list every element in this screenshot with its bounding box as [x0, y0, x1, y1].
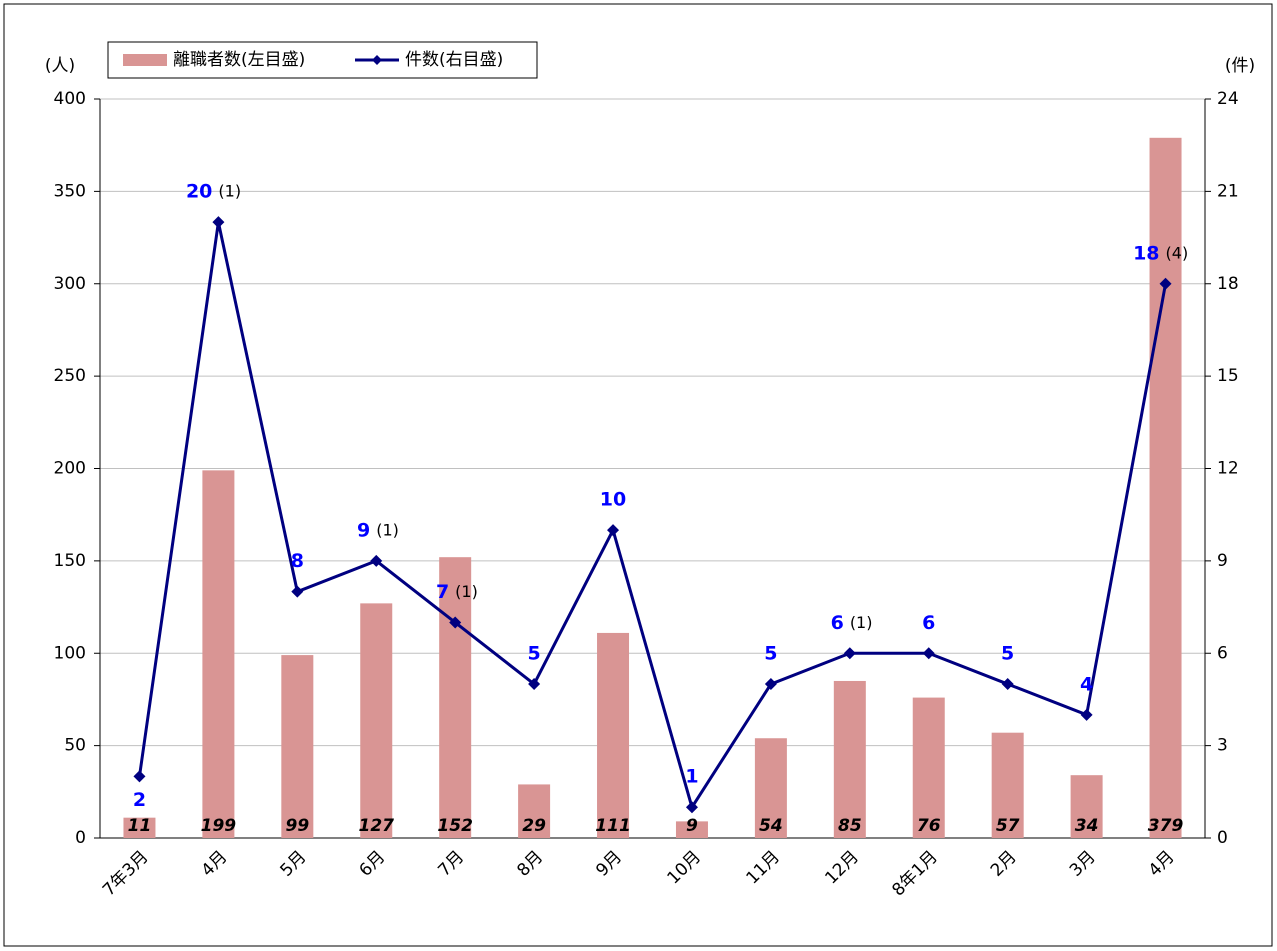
- y2-tick-label: 12: [1217, 459, 1239, 479]
- y-tick-label: 50: [64, 736, 86, 756]
- bar-value-label: 54: [759, 816, 783, 836]
- bar: [360, 603, 393, 838]
- line-marker: [1001, 678, 1014, 691]
- line-note: (1): [218, 182, 241, 201]
- legend: [107, 41, 538, 79]
- legend-label: 離職者数(左目盛): [173, 50, 305, 70]
- bar-value-label: 379: [1148, 816, 1184, 836]
- line-value-label: 5: [1001, 643, 1014, 665]
- line-value-label: 9: [357, 519, 370, 541]
- legend-swatch: [123, 54, 167, 66]
- bar-value-label: 76: [917, 816, 941, 836]
- y2-axis-label: (件): [1225, 56, 1255, 76]
- line-value-label: 5: [764, 643, 777, 665]
- line-marker: [607, 524, 620, 537]
- bar: [439, 557, 472, 838]
- bar: [281, 655, 314, 838]
- bar-value-label: 127: [359, 816, 395, 836]
- line-marker: [449, 616, 462, 629]
- line-marker: [685, 801, 698, 814]
- line-marker: [843, 647, 856, 660]
- bar-value-label: 29: [522, 816, 546, 836]
- y2-tick-label: 9: [1217, 551, 1228, 571]
- line-value-label: 10: [600, 489, 626, 511]
- line-note: (1): [850, 613, 873, 632]
- y-tick-label: 0: [75, 828, 86, 848]
- line-marker: [764, 678, 777, 691]
- line-value-label: 8: [291, 550, 304, 572]
- line-value-label: 6: [922, 612, 935, 634]
- line-marker: [1080, 708, 1093, 721]
- bar-value-label: 85: [838, 816, 862, 836]
- line: [137, 221, 1168, 811]
- bar: [991, 732, 1024, 838]
- bar: [597, 632, 630, 838]
- line-note: (1): [455, 582, 478, 601]
- line-marker: [1159, 277, 1172, 290]
- y-tick-label: 250: [54, 366, 86, 386]
- y2-tick-label: 18: [1217, 274, 1239, 294]
- line-value-label: 5: [527, 643, 540, 665]
- y-tick-label: 200: [54, 459, 86, 479]
- bar-value-label: 34: [1075, 816, 1099, 836]
- line-note: (1): [376, 520, 399, 539]
- bar-value-label: 199: [201, 816, 237, 836]
- bar-value-label: 9: [686, 816, 698, 836]
- bar-value-label: 11: [128, 816, 152, 836]
- bar: [123, 817, 156, 838]
- y2-tick-label: 0: [1217, 828, 1228, 848]
- bar: [1070, 775, 1103, 838]
- line-marker: [212, 216, 225, 229]
- bar-value-label: 99: [285, 816, 309, 836]
- y2-tick-label: 24: [1217, 89, 1239, 109]
- bar: [833, 680, 866, 838]
- y-tick-label: 150: [54, 551, 86, 571]
- bar: [754, 738, 787, 838]
- line-value-label: 6: [831, 612, 844, 634]
- y-tick-label: 350: [54, 181, 86, 201]
- line-value-label: 18: [1133, 242, 1159, 264]
- legend-marker: [372, 55, 382, 65]
- y2-tick-label: 15: [1217, 366, 1239, 386]
- line-marker: [370, 554, 383, 567]
- y-tick-label: 300: [54, 274, 86, 294]
- line-marker: [291, 585, 304, 598]
- bar: [202, 470, 235, 838]
- line-value-label: 1: [685, 766, 698, 788]
- line-value-label: 7: [436, 581, 449, 603]
- bar-value-label: 57: [996, 816, 1020, 836]
- y2-tick-label: 6: [1217, 643, 1228, 663]
- line-marker: [922, 647, 935, 660]
- line-note: (4): [1166, 243, 1189, 262]
- bar: [675, 821, 708, 838]
- line-value-label: 4: [1080, 673, 1093, 695]
- bar-value-label: 152: [437, 816, 473, 836]
- y-axis-label: (人): [45, 56, 75, 76]
- line-marker: [528, 678, 541, 691]
- y2-tick-label: 21: [1217, 181, 1239, 201]
- bar: [518, 784, 551, 838]
- line-value-label: 2: [133, 789, 146, 811]
- y-tick-label: 400: [54, 89, 86, 109]
- bar-value-label: 111: [595, 816, 631, 836]
- y2-tick-label: 3: [1217, 736, 1228, 756]
- line-value-label: 20: [186, 181, 212, 203]
- line-marker: [133, 770, 146, 783]
- y-tick-label: 100: [54, 643, 86, 663]
- bar: [912, 697, 945, 838]
- legend-label: 件数(右目盛): [405, 50, 503, 70]
- bar: [1149, 137, 1182, 839]
